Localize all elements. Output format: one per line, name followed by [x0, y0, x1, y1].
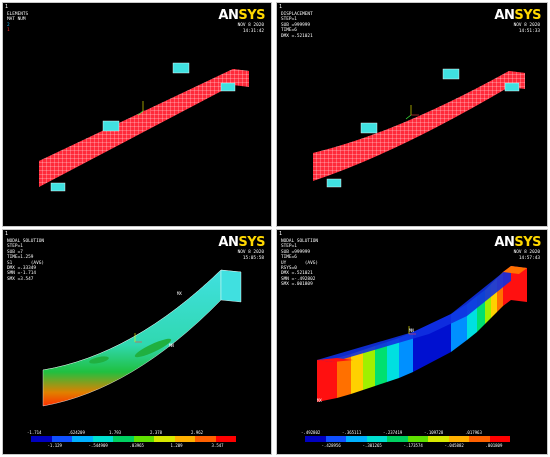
support-plate — [50, 182, 66, 192]
contour-legend — [31, 436, 236, 442]
min-marker: MN — [409, 328, 414, 333]
legend-label-bottom: -.045882 — [444, 443, 464, 448]
timestamp: NOV 8 2020 14:31:42 — [237, 23, 264, 34]
legend-color-band — [407, 436, 428, 442]
panel-number: 1 — [279, 231, 283, 237]
timestamp: NOV 8 2020 14:51:33 — [513, 23, 540, 34]
legend-color-band — [387, 436, 408, 442]
legend-color-band — [448, 436, 469, 442]
support-plate — [504, 82, 520, 92]
plot-info: DISPLACEMENT STEP=1 SUB =999999 TIME=6 D… — [281, 12, 313, 39]
legend-color-band — [92, 436, 113, 442]
axis-triad-icon — [134, 333, 142, 343]
legend-color-band — [215, 436, 236, 442]
support-plate — [220, 82, 236, 92]
deformed-beam-plot — [313, 68, 525, 188]
min-marker: MN — [169, 343, 174, 348]
uy-contour-bands — [317, 266, 527, 402]
legend-label-top: -.109728 — [424, 430, 444, 435]
panel-number: 1 — [5, 231, 9, 237]
axis-triad-icon — [405, 105, 419, 120]
legend-color-band — [428, 436, 449, 442]
ansys-logo: ANSYS — [218, 235, 265, 250]
displacement-contour-plot — [317, 266, 527, 402]
legend-color-band — [366, 436, 387, 442]
legend-label-bottom: -.428956 — [321, 443, 341, 448]
panel-number: 1 — [5, 4, 9, 10]
max-marker: MX — [177, 291, 182, 296]
beam-end-face — [220, 269, 242, 303]
viewport-nodal-s1[interactable]: MX MN 1 NODAL SOLUTION STEP=1 SUB =7 TIM… — [2, 229, 272, 455]
beam-top-face — [313, 71, 525, 155]
legend-label-top: .624209 — [68, 430, 85, 435]
beam-end-face — [233, 69, 249, 87]
plot-info: ELEMENTS MAT NUM 2 1 — [7, 12, 29, 34]
legend-label-bottom: -1.129 — [47, 443, 62, 448]
legend-color-band — [325, 436, 346, 442]
max-marker: MX — [317, 398, 322, 403]
legend-color-band — [31, 436, 52, 442]
contour-region — [89, 356, 109, 364]
axis-triad-icon — [137, 101, 151, 116]
legend-label-top: -.365111 — [342, 430, 362, 435]
legend-label-top: -1.714 — [27, 430, 42, 435]
load-plate — [442, 68, 460, 80]
legend-color-band — [51, 436, 72, 442]
legend-label-top: -.492802 — [301, 430, 321, 435]
legend-label-top: 2.962 — [191, 430, 204, 435]
legend-label-top: .017963 — [465, 430, 482, 435]
beam-mesh-plot — [39, 62, 249, 192]
stress-contour-plot — [42, 269, 242, 407]
legend-label-top: 1.793 — [109, 430, 122, 435]
legend-color-band — [346, 436, 367, 442]
legend-label-bottom: -.173574 — [403, 443, 423, 448]
load-plate — [172, 62, 190, 74]
legend-color-band — [113, 436, 134, 442]
plot-info: NODAL SOLUTION STEP=1 SUB =7 TIME=1.259 … — [7, 239, 45, 282]
load-plate — [102, 120, 120, 132]
beam-top-face — [39, 69, 249, 163]
legend-label-bottom: -.301265 — [362, 443, 382, 448]
legend-color-band — [154, 436, 175, 442]
viewport-elements[interactable]: 1 ELEMENTS MAT NUM 2 1 ANSYS NOV 8 2020 … — [2, 2, 272, 227]
ansys-logo: ANSYS — [218, 8, 265, 23]
legend-label-top: -.237419 — [383, 430, 403, 435]
legend-color-band — [174, 436, 195, 442]
beam-front-face — [42, 269, 222, 407]
ansys-logo: ANSYS — [494, 8, 541, 23]
legend-color-band — [305, 436, 326, 442]
legend-color-band — [72, 436, 93, 442]
support-plate — [326, 178, 342, 188]
viewport-nodal-uy[interactable]: MX MN 1 NODAL SOLUTION STEP=1 SUB =99999… — [276, 229, 548, 455]
axis-triad-icon — [408, 326, 416, 335]
panel-number: 1 — [279, 4, 283, 10]
contour-legend — [305, 436, 510, 442]
legend-color-band — [133, 436, 154, 442]
legend-label-top: 2.378 — [150, 430, 163, 435]
legend-color-band — [489, 436, 510, 442]
viewport-displacement[interactable]: 1 DISPLACEMENT STEP=1 SUB =999999 TIME=6… — [276, 2, 548, 227]
timestamp: NOV 8 2020 15:05:58 — [237, 250, 264, 261]
ansys-logo: ANSYS — [494, 235, 541, 250]
legend-label-bottom: .03965 — [129, 443, 144, 448]
legend-label-bottom: 1.209 — [170, 443, 183, 448]
legend-label-bottom: 3.547 — [211, 443, 224, 448]
timestamp: NOV 8 2020 14:57:43 — [513, 250, 540, 261]
plot-info: NODAL SOLUTION STEP=1 SUB =999999 TIME=6… — [281, 239, 319, 288]
load-plate — [360, 122, 378, 134]
legend-label-bottom: .001809 — [485, 443, 503, 448]
legend-color-band — [469, 436, 490, 442]
contour-region — [134, 338, 172, 358]
legend-label-bottom: -.544909 — [88, 443, 108, 448]
legend-color-band — [195, 436, 216, 442]
